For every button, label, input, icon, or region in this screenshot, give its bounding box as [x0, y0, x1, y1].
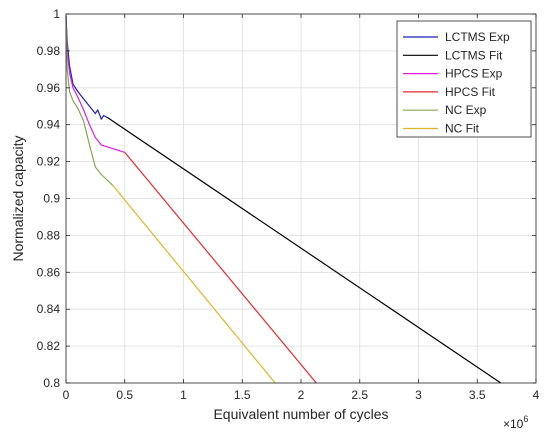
x-tick-label: 1 — [180, 388, 187, 402]
legend-label: HPCS Fit — [445, 85, 496, 99]
y-tick-label: 0.88 — [37, 228, 61, 242]
series-line-4 — [65, 19, 114, 187]
legend-label: LCTMS Fit — [445, 48, 503, 62]
x-axis-multiplier-exponent: 6 — [523, 414, 528, 424]
y-tick-label: 0.82 — [37, 339, 61, 353]
x-axis-ticks: 0 0.5 1 1.5 2 2.5 3 3.5 4 — [63, 14, 540, 402]
x-tick-label: 0.5 — [116, 388, 133, 402]
y-tick-label: 0.84 — [37, 302, 61, 316]
y-tick-label: 1 — [53, 7, 60, 21]
y-tick-label: 0.96 — [37, 81, 61, 95]
y-tick-label: 0.94 — [37, 118, 61, 132]
legend-box — [396, 20, 532, 138]
y-tick-label: 0.8 — [43, 376, 60, 390]
x-tick-label: 3.5 — [469, 388, 486, 402]
legend-label: NC Fit — [445, 122, 480, 136]
series-line-2 — [65, 17, 125, 153]
y-tick-label: 0.92 — [37, 155, 61, 169]
x-tick-label: 0 — [63, 388, 70, 402]
y-tick-label: 0.9 — [43, 192, 60, 206]
y-tick-label: 0.86 — [37, 265, 61, 279]
y-tick-label: 0.98 — [37, 44, 61, 58]
series-group — [65, 15, 502, 384]
x-tick-label: 2.5 — [351, 388, 368, 402]
series-line-1 — [106, 116, 502, 384]
x-axis-multiplier: ×106 — [503, 414, 528, 431]
legend: LCTMS Exp LCTMS Fit HPCS Exp HPCS Fit NC Exp… — [396, 20, 532, 138]
x-tick-label: 4 — [533, 388, 540, 402]
legend-label: HPCS Exp — [445, 67, 503, 81]
legend-label: LCTMS Exp — [445, 30, 510, 44]
x-tick-label: 1.5 — [234, 388, 251, 402]
series-line-5 — [112, 185, 276, 384]
y-axis-ticks: 0.8 0.82 0.84 0.86 0.88 0.9 0.92 0.94 0.96 0.98 1 — [37, 7, 536, 390]
series-line-0 — [65, 15, 108, 120]
x-tick-label: 2 — [298, 388, 305, 402]
series-line-3 — [124, 152, 317, 384]
x-axis-multiplier-base: ×10 — [503, 417, 524, 431]
legend-label: NC Exp — [445, 103, 487, 117]
x-tick-label: 3 — [415, 388, 422, 402]
y-axis-label: Normalized capacity — [10, 135, 26, 261]
x-axis-label: Equivalent number of cycles — [213, 406, 388, 422]
